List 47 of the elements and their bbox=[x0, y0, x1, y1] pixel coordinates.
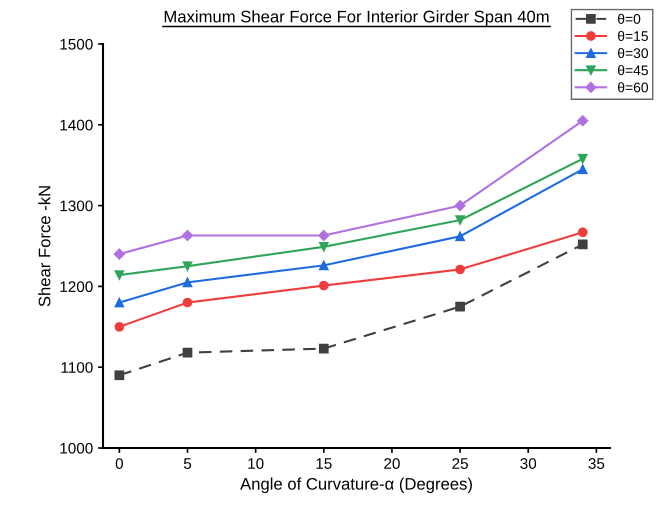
point bbox=[114, 298, 124, 308]
point bbox=[455, 264, 465, 274]
x-tick-label: 15 bbox=[316, 458, 332, 469]
x-tick-label: 0 bbox=[116, 458, 124, 469]
point bbox=[578, 240, 588, 250]
legend-label: θ=0 bbox=[618, 14, 640, 24]
y-tick-label: 1400 bbox=[60, 120, 93, 130]
x-tick-label: 20 bbox=[384, 458, 400, 469]
point bbox=[455, 302, 465, 312]
point bbox=[182, 348, 192, 358]
y-tick-label: 1500 bbox=[60, 38, 93, 50]
point bbox=[114, 370, 124, 380]
legend-label: θ=60 bbox=[618, 82, 648, 92]
x-axis-title: Angle of Curvature-α (Degrees) bbox=[240, 478, 472, 494]
point bbox=[318, 280, 329, 290]
legend-label: θ=15 bbox=[618, 30, 648, 41]
point bbox=[182, 278, 192, 288]
x-tick-label: 35 bbox=[588, 458, 604, 469]
point bbox=[318, 230, 330, 242]
x-tick-label: 10 bbox=[248, 458, 264, 469]
x-tick-label: 25 bbox=[452, 458, 468, 469]
y-axis-title: Shear Force -kN bbox=[38, 186, 50, 306]
point bbox=[182, 230, 194, 242]
point bbox=[318, 260, 329, 270]
point bbox=[318, 242, 329, 252]
legend-label: θ=30 bbox=[618, 48, 648, 58]
y-tick-label: 1300 bbox=[60, 200, 93, 212]
x-tick-label: 30 bbox=[520, 458, 536, 469]
point bbox=[182, 261, 192, 272]
legend-label: θ=45 bbox=[618, 65, 648, 76]
point bbox=[318, 344, 329, 354]
point bbox=[114, 322, 124, 332]
y-tick-label: 1000 bbox=[60, 442, 93, 454]
point bbox=[182, 298, 192, 308]
point bbox=[577, 115, 588, 126]
point bbox=[578, 164, 588, 174]
chart-title: Maximum Shear Force For Interior Girder Span 40m bbox=[164, 10, 549, 26]
point bbox=[454, 200, 466, 212]
y-tick-label: 1200 bbox=[60, 281, 93, 292]
point bbox=[578, 227, 588, 238]
point bbox=[114, 248, 125, 260]
y-tick-label: 1100 bbox=[62, 362, 93, 373]
point bbox=[455, 231, 465, 242]
x-tick-label: 5 bbox=[184, 458, 192, 469]
point bbox=[455, 215, 465, 226]
point bbox=[578, 154, 588, 164]
point bbox=[114, 270, 124, 280]
